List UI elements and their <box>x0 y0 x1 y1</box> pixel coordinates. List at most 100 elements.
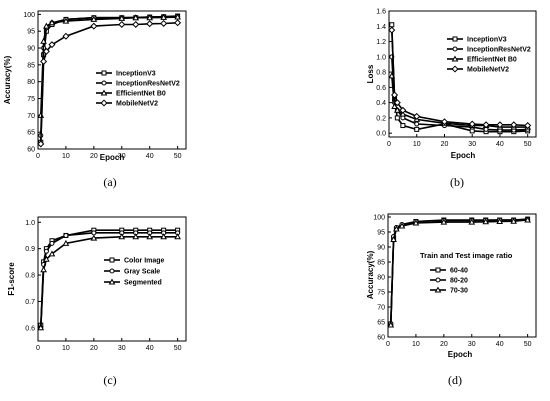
data-point <box>91 230 97 236</box>
y-tick-label: 85 <box>27 62 35 69</box>
data-point <box>40 37 47 44</box>
y-tick-label: 1.4 <box>376 24 386 31</box>
legend-entry: MobileNetV2 <box>116 101 158 108</box>
data-point <box>393 106 401 113</box>
x-tick-label: 10 <box>413 141 421 148</box>
x-tick-label: 20 <box>440 341 448 348</box>
data-point <box>42 47 50 55</box>
data-point <box>90 22 98 30</box>
plot-frame <box>387 213 537 338</box>
x-tick-label: 50 <box>524 141 532 148</box>
data-point <box>389 22 395 28</box>
data-point <box>390 235 397 242</box>
data-point <box>174 13 181 20</box>
data-point <box>412 219 420 226</box>
data-point <box>132 20 140 28</box>
legend-entry: EfficientNet B0 <box>467 57 517 64</box>
data-point <box>146 233 154 240</box>
chart-panel: 0 10 20 30 40 50 60 65 70 75 80 85 90 95 100 Epoch Accur… <box>3 10 187 189</box>
panel-label: (d) <box>448 373 462 387</box>
data-point <box>400 123 406 129</box>
legend-marker <box>101 80 107 86</box>
data-point <box>37 140 45 148</box>
legend-marker <box>435 267 441 273</box>
legend-entry: MobileNetV2 <box>467 67 509 74</box>
y-tick-label: 80 <box>27 79 35 86</box>
data-point <box>90 15 98 22</box>
data-point <box>413 112 421 120</box>
y-tick-label: 75 <box>27 96 35 103</box>
data-point <box>132 233 140 240</box>
y-tick-label: 100 <box>373 215 385 222</box>
y-tick-label: 85 <box>377 260 385 267</box>
y-tick-label: 0.0 <box>376 131 386 138</box>
series-line <box>391 75 528 128</box>
legend-entry: Color Image <box>124 258 165 265</box>
data-point <box>468 120 476 128</box>
series-line <box>40 15 178 136</box>
plot-frame <box>37 10 187 150</box>
data-point <box>414 121 420 127</box>
legend-marker <box>452 36 458 42</box>
y-tick-label: 0.8 <box>25 273 35 280</box>
x-tick-label: 40 <box>146 153 154 160</box>
legend-entry: InceptionV3 <box>116 71 156 78</box>
data-point <box>48 41 56 49</box>
y-axis-label: F1-score <box>7 262 16 296</box>
data-point <box>391 91 399 99</box>
y-tick-label: 65 <box>377 320 385 327</box>
legend-marker <box>108 278 116 285</box>
legend-title: Train and Test image ratio <box>420 251 513 260</box>
x-tick-label: 10 <box>412 341 420 348</box>
x-tick-label: 50 <box>174 345 182 352</box>
series-line <box>40 15 178 143</box>
x-tick-label: 30 <box>468 141 476 148</box>
y-tick-label: 0.2 <box>376 115 386 122</box>
y-tick-label: 1.0 <box>376 54 386 61</box>
data-point <box>391 102 398 109</box>
x-tick-label: 40 <box>496 341 504 348</box>
x-tick-label: 0 <box>36 345 40 352</box>
data-point <box>160 13 168 20</box>
x-tick-label: 40 <box>496 141 504 148</box>
data-point <box>146 20 154 28</box>
data-point <box>62 17 70 24</box>
x-axis-label: Epoch <box>448 350 473 359</box>
legend-marker <box>435 277 441 283</box>
data-point <box>48 19 56 26</box>
data-point <box>399 106 407 114</box>
data-point <box>62 32 70 40</box>
data-point <box>43 248 49 254</box>
y-tick-label: 0.6 <box>25 325 35 332</box>
data-point <box>40 266 47 273</box>
data-point <box>482 121 490 129</box>
y-tick-label: 0.8 <box>376 70 386 77</box>
data-point <box>62 239 70 246</box>
x-tick-label: 0 <box>386 341 390 348</box>
y-tick-label: 65 <box>27 130 35 137</box>
data-point <box>160 233 168 240</box>
y-tick-label: 95 <box>377 230 385 237</box>
data-point <box>393 225 400 232</box>
x-tick-label: 10 <box>62 153 70 160</box>
y-tick-label: 90 <box>27 46 35 53</box>
legend-marker <box>100 99 108 107</box>
x-tick-label: 50 <box>524 341 532 348</box>
data-point <box>510 217 518 224</box>
y-tick-label: 1.6 <box>376 9 386 16</box>
legend-marker <box>109 257 115 263</box>
data-point <box>468 218 476 225</box>
y-tick-label: 1.2 <box>376 39 386 46</box>
y-tick-label: 1.0 <box>25 220 35 227</box>
plot-frame <box>37 216 187 342</box>
data-point <box>399 110 407 117</box>
legend-marker <box>101 70 107 76</box>
chart-panel: 0 10 20 30 40 50 0.6 0.7 0.8 0.9 1.0 F1-score Color … <box>7 216 187 387</box>
legend-entry: 70-30 <box>450 288 468 295</box>
series-line <box>40 229 178 326</box>
chart-panel: 0 10 20 30 40 50 60 65 70 75 80 85 90 95 100 Epoch Accur… <box>366 213 537 387</box>
data-point <box>63 232 69 238</box>
data-point <box>132 14 140 21</box>
data-point <box>37 324 45 331</box>
data-point <box>40 57 48 65</box>
